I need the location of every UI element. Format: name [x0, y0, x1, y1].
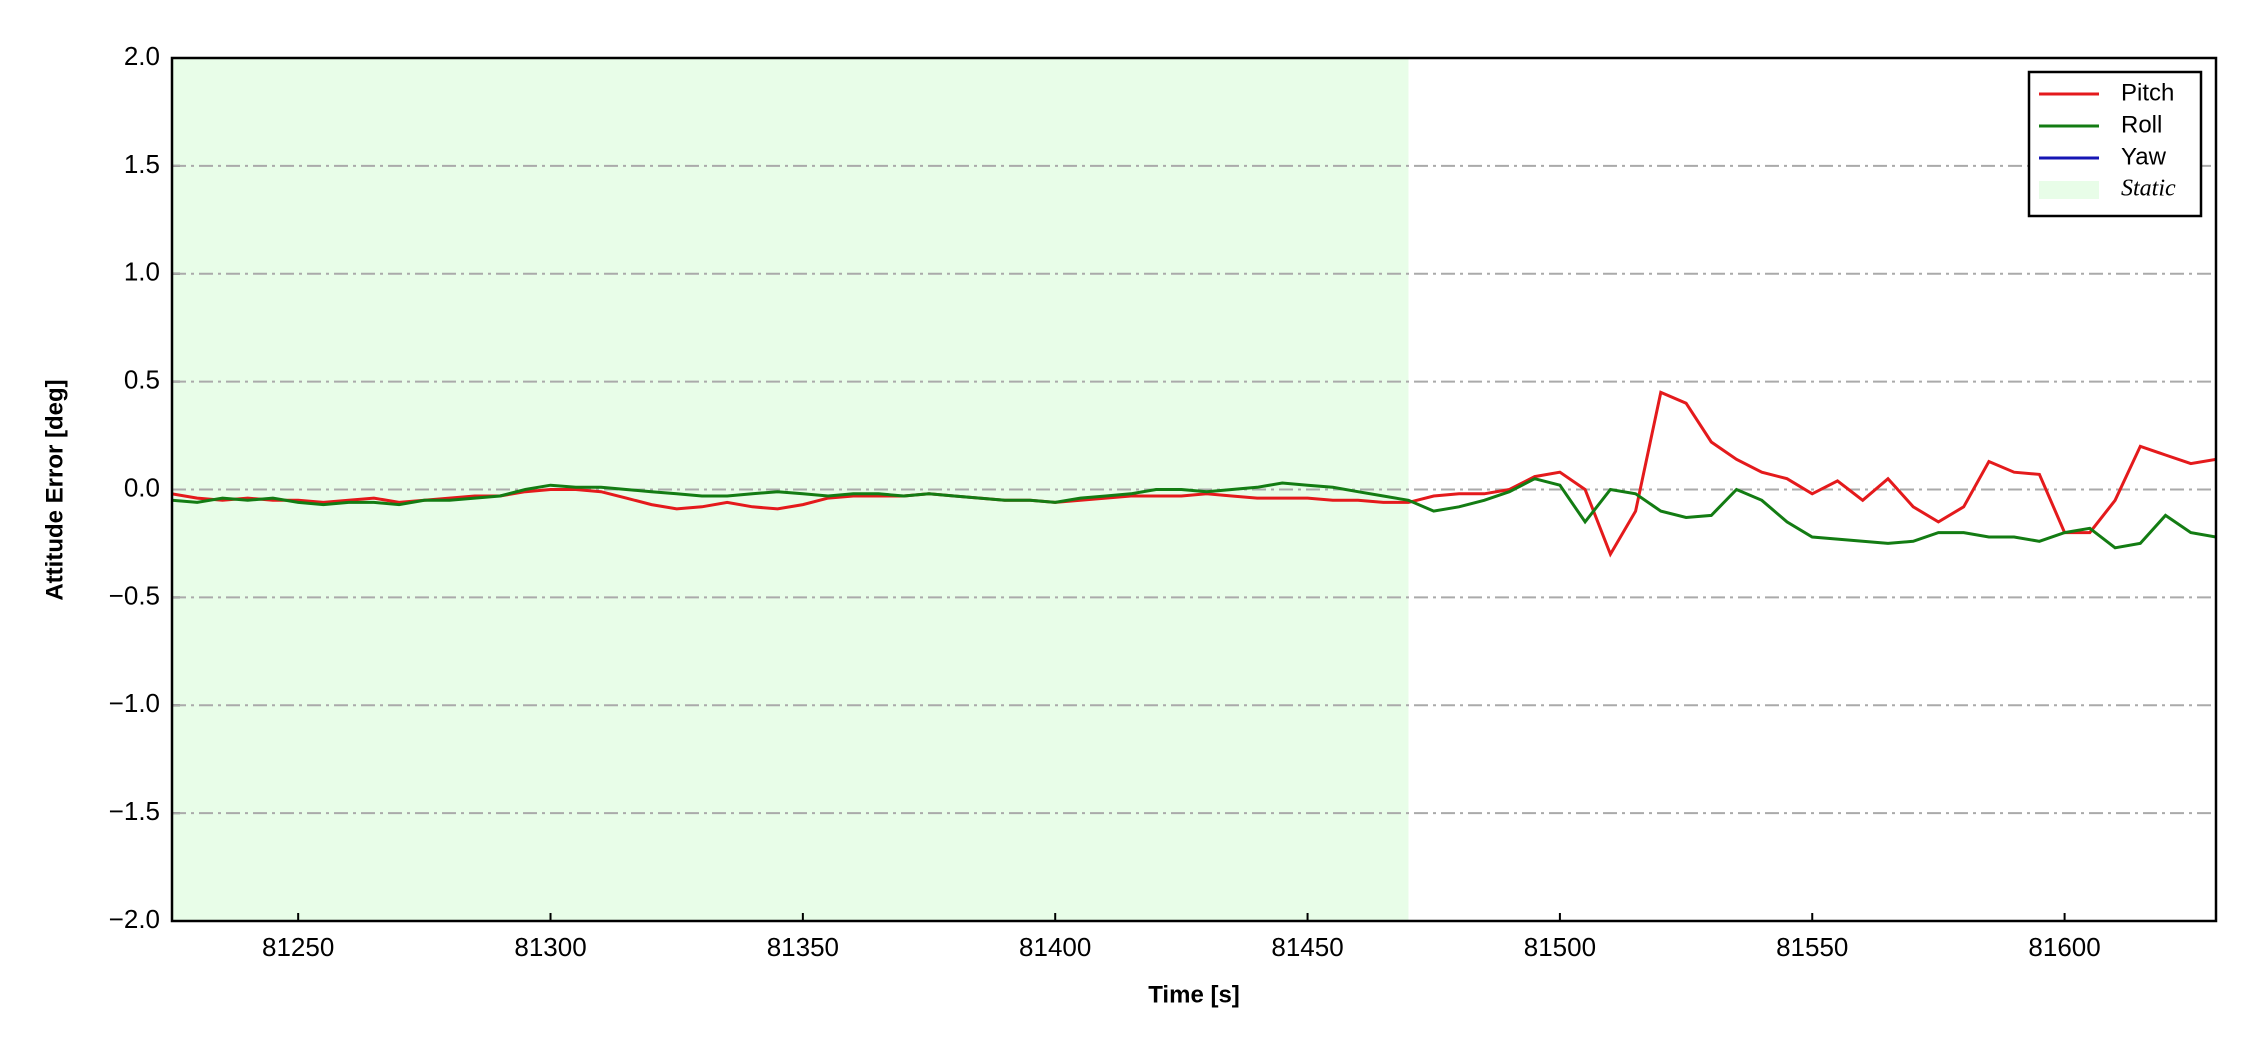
y-tick-label: −1.0 [109, 688, 160, 718]
y-tick-label: 2.0 [124, 41, 160, 71]
x-tick-label: 81450 [1271, 932, 1343, 962]
series-line [172, 477, 2216, 550]
x-tick-label: 81250 [262, 932, 334, 962]
x-tick-label: 81600 [2028, 932, 2100, 962]
x-tick-label: 81550 [1776, 932, 1848, 962]
y-axis-label: Attitude Error [deg] [41, 379, 68, 600]
legend-label: Pitch [2121, 79, 2174, 106]
x-axis-label: Time [s] [1148, 981, 1240, 1008]
legend-label: Yaw [2121, 143, 2167, 170]
y-tick-label: −2.0 [109, 904, 160, 934]
x-tick-label: 81350 [767, 932, 839, 962]
x-tick-label: 81500 [1524, 932, 1596, 962]
y-tick-label: 0.0 [124, 472, 160, 502]
x-tick-label: 81400 [1019, 932, 1091, 962]
legend-label: Roll [2121, 111, 2162, 138]
x-tick-label: 81300 [514, 932, 586, 962]
legend-swatch [2039, 181, 2099, 199]
plot-frame [170, 56, 2218, 923]
y-tick-label: −0.5 [109, 580, 160, 610]
y-tick-label: 1.0 [124, 257, 160, 287]
y-tick-label: −1.5 [109, 796, 160, 826]
legend-label: Static [2121, 176, 2176, 202]
y-tick-label: 1.5 [124, 149, 160, 179]
y-tick-label: 0.5 [124, 365, 160, 395]
